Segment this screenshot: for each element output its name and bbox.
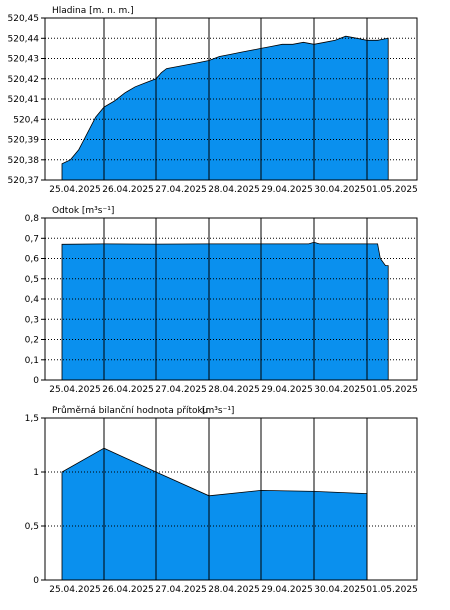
x-tick-label: 29.04.2025 <box>261 185 313 195</box>
panel-1-area-layer <box>61 35 389 181</box>
y-tick-label: 0 <box>33 576 39 586</box>
y-tick-label: 1,5 <box>25 414 39 424</box>
panel-2-area-layer <box>61 241 389 381</box>
panel-3-frame <box>44 417 418 581</box>
x-tick-label: 30.04.2025 <box>314 185 366 195</box>
x-tick-label: 27.04.2025 <box>155 385 207 395</box>
y-tick-label: 520,45 <box>8 14 40 24</box>
panel-2-x-tick-labels: 25.04.2025 26.04.2025 27.04.2025 28.04.2025… <box>49 385 418 395</box>
x-tick-label: 28.04.2025 <box>208 185 260 195</box>
x-tick-label: 25.04.2025 <box>49 185 101 195</box>
panel-1-x-tick-labels: 25.04.2025 26.04.2025 27.04.2025 28.04.2025… <box>49 185 418 195</box>
y-tick-label: 0,8 <box>25 214 40 224</box>
y-tick-label: 0,2 <box>25 336 39 346</box>
panel-inflow: Průměrná bilanční hodnota přítoku [m³s⁻¹… <box>25 405 418 595</box>
x-tick-label: 30.04.2025 <box>314 385 366 395</box>
y-tick-label: 0 <box>33 376 39 386</box>
panel-1-y-tick-labels: 520,37 520,38 520,39 520,4 520,41 520,42 520,4… <box>8 14 45 186</box>
panel-2-title: Odtok [m³s⁻¹] <box>52 206 114 216</box>
panel-1-grid-layer <box>45 18 417 180</box>
y-tick-label: 0,6 <box>25 255 40 265</box>
panel-3-y-tick-labels: 0 0,5 1 1,5 <box>25 414 45 586</box>
x-tick-label: 25.04.2025 <box>49 385 101 395</box>
y-tick-label: 0,7 <box>25 234 39 244</box>
y-tick-label: 520,41 <box>8 95 40 105</box>
x-tick-label: 29.04.2025 <box>261 385 313 395</box>
panel-outflow: Odtok [m³s⁻¹] 00,10,20,30,40,50,60,70,8 … <box>25 206 418 395</box>
x-tick-label: 01.05.2025 <box>366 385 418 395</box>
panel-3-grid-layer <box>45 418 417 580</box>
y-tick-label: 1 <box>33 468 39 478</box>
x-tick-label: 28.04.2025 <box>208 585 260 595</box>
series-area-2-0 <box>61 447 368 581</box>
y-tick-label: 520,37 <box>8 176 40 186</box>
series-area-1-0 <box>61 241 389 381</box>
x-tick-label: 01.05.2025 <box>366 185 418 195</box>
panel-3-unit: [m³s⁻¹] <box>202 406 234 416</box>
y-tick-label: 520,39 <box>8 136 40 146</box>
y-tick-label: 0,4 <box>25 295 40 305</box>
y-tick-label: 0,5 <box>25 275 39 285</box>
y-tick-label: 520,42 <box>8 75 40 85</box>
series-area-0-0 <box>61 35 389 181</box>
x-tick-label: 01.05.2025 <box>366 585 418 595</box>
panel-3-x-tick-labels: 25.04.2025 26.04.2025 27.04.2025 28.04.2025… <box>49 585 418 595</box>
panel-water-level: Hladina [m. n. m.] 520,37520,38520,39520… <box>8 6 418 195</box>
y-tick-label: 520,4 <box>13 115 39 125</box>
x-tick-label: 26.04.2025 <box>102 185 154 195</box>
x-tick-label: 29.04.2025 <box>261 585 313 595</box>
x-tick-label: 26.04.2025 <box>102 585 154 595</box>
x-tick-label: 28.04.2025 <box>208 385 260 395</box>
y-tick-label: 520,44 <box>8 34 40 44</box>
panel-1-title: Hladina [m. n. m.] <box>52 6 134 16</box>
y-tick-label: 520,38 <box>8 156 40 166</box>
x-tick-label: 30.04.2025 <box>314 585 366 595</box>
y-tick-label: 0,5 <box>25 522 39 532</box>
panel-2-grid-layer <box>45 218 417 380</box>
x-tick-label: 27.04.2025 <box>155 585 207 595</box>
x-tick-label: 26.04.2025 <box>102 385 154 395</box>
y-tick-label: 520,43 <box>8 55 40 65</box>
panel-3-area-layer <box>61 447 368 581</box>
panel-3-title: Průměrná bilanční hodnota přítoku <box>52 405 208 416</box>
y-tick-label: 0,1 <box>25 356 39 366</box>
panel-2-y-tick-labels: 0 0,1 0,2 0,3 0,4 0,5 0,6 0,7 0,8 <box>25 214 45 386</box>
x-tick-label: 25.04.2025 <box>49 585 101 595</box>
y-tick-label: 0,3 <box>25 315 39 325</box>
x-tick-label: 27.04.2025 <box>155 185 207 195</box>
